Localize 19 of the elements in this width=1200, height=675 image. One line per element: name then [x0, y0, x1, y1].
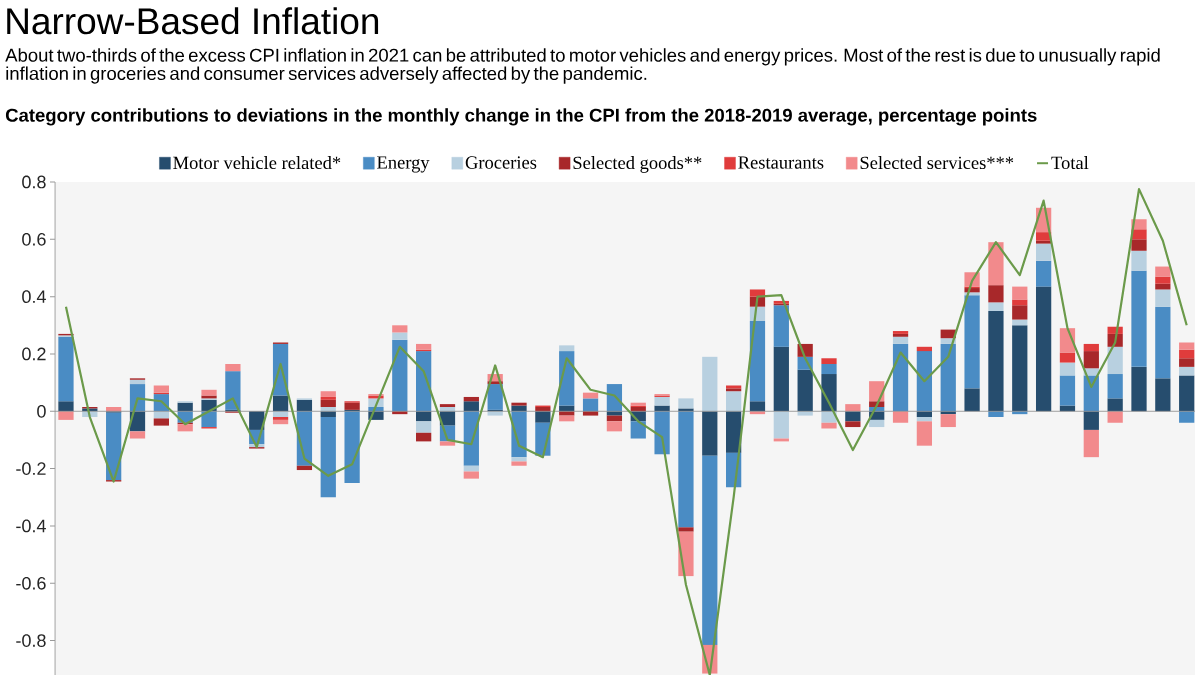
y-tick-label: -0.6: [16, 576, 46, 590]
legend-label: Selected goods**: [573, 156, 702, 173]
y-axis-title: Category contributions to deviations in the monthly change in the CPI from the 2018-2019 average, percentage points: [5, 108, 1037, 126]
chart-title: Narrow-Based Inflation: [7, 7, 379, 35]
legend-label: Selected services***: [860, 156, 1014, 170]
legend-label: Motor vehicle related*: [173, 156, 341, 170]
legend-label: Groceries: [465, 156, 537, 169]
y-tick-label: 0.8: [22, 175, 46, 189]
y-tick-label: 0.4: [22, 290, 46, 304]
y-tick-label: 0: [37, 404, 46, 418]
chart-subtitle: About two-thirds of the excess CPI inflation in 2021 can be attributed to motor vehicles and energy prices. Most of the rest is due to unusually rapid inflation in groceries and consumer services adversely affected by the pandemic.: [5, 48, 1160, 84]
y-tick-label: 0.6: [22, 232, 46, 246]
y-tick-label: 0.2: [22, 347, 46, 361]
legend-label: Total: [1051, 156, 1089, 170]
legend-label: Restaurants: [738, 156, 824, 169]
y-tick-label: -0.2: [16, 462, 46, 475]
legend-label: Energy: [377, 156, 430, 173]
y-tick-label: -0.4: [16, 519, 46, 533]
y-tick-label: -0.8: [16, 634, 46, 647]
